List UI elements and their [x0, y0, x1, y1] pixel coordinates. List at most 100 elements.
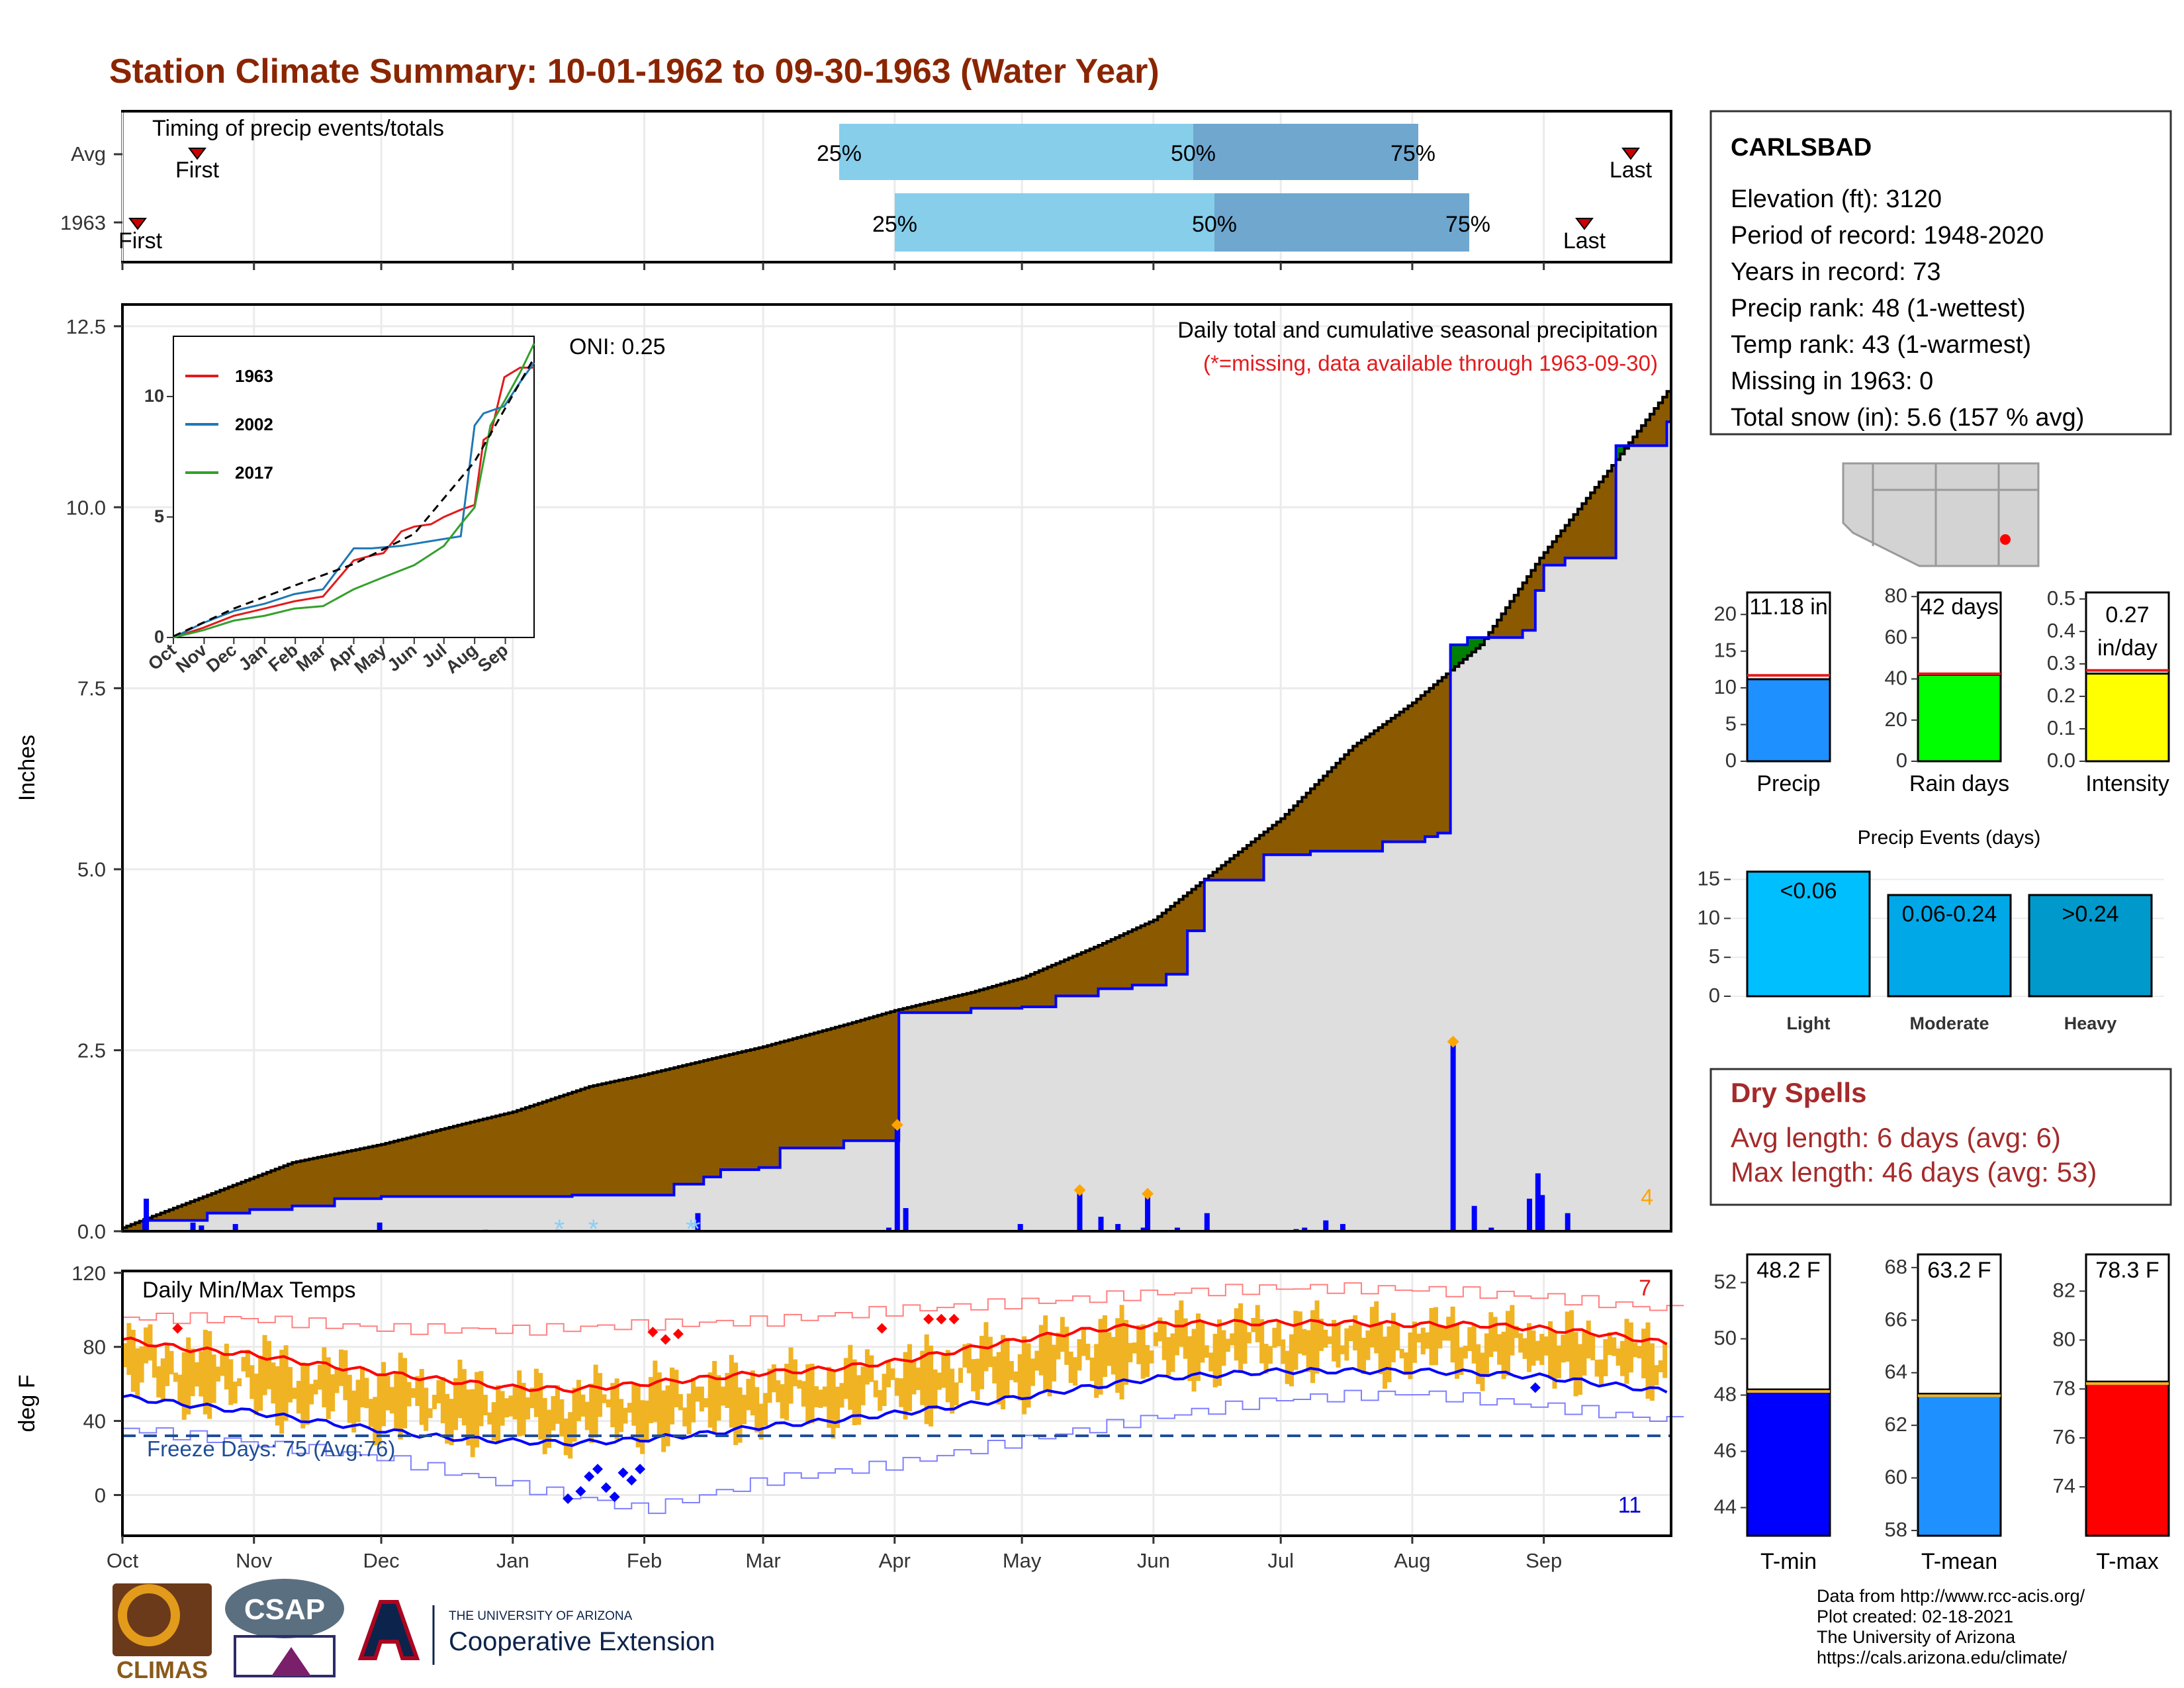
daily-temp-bar	[776, 1380, 781, 1403]
daily-temp-bar	[852, 1359, 857, 1425]
daily-temp-bar	[1208, 1352, 1214, 1372]
temp-summary-value: 78.3 F	[2095, 1258, 2159, 1283]
daily-temp-bar	[432, 1395, 437, 1409]
daily-precip-bar	[1535, 1173, 1541, 1231]
daily-precip-bar	[1174, 1227, 1180, 1231]
daily-temp-bar	[355, 1380, 361, 1423]
avg-max-line	[122, 1319, 1668, 1393]
daily-temp-bar	[1374, 1301, 1379, 1354]
daily-temp-bar	[1531, 1330, 1536, 1366]
daily-temp-bar	[822, 1386, 827, 1407]
temp-panel: 0 40 80 120 deg F Daily Min/Max Temps Freez…	[15, 1262, 1684, 1572]
daily-temp-bar	[686, 1393, 692, 1434]
temp-summary-ytick-label: 82	[2053, 1278, 2075, 1301]
timing-row-avg-label: Avg	[71, 142, 106, 165]
record-high-marker	[660, 1334, 671, 1345]
daily-temp-bar	[992, 1356, 997, 1383]
temp-summary-ytick-label: 46	[1714, 1439, 1737, 1462]
daily-precip-bar	[1204, 1213, 1210, 1231]
daily-temp-bar	[1594, 1360, 1600, 1377]
precip-ytick-label: 10.0	[66, 496, 106, 519]
summary-ytick-label: 20	[1885, 708, 1907, 731]
daily-temp-bar	[313, 1380, 318, 1395]
daily-temp-bar	[1577, 1344, 1582, 1395]
daily-temp-bar	[1323, 1329, 1328, 1348]
events-bar-moderate	[1887, 894, 2012, 998]
daily-temp-bar	[122, 1343, 128, 1368]
temp-summary-ytick-label: 48	[1714, 1383, 1737, 1406]
record-low-marker	[609, 1491, 620, 1503]
daily-temp-bar	[653, 1360, 658, 1423]
precip-ytick-label: 7.5	[77, 677, 106, 700]
daily-temp-bar	[360, 1366, 365, 1408]
precip-corner-count: 4	[1641, 1185, 1653, 1210]
daily-temp-bar	[428, 1408, 433, 1419]
daily-temp-bar	[508, 1395, 514, 1417]
timing-avg-first: First	[175, 158, 220, 183]
daily-temp-bar	[491, 1402, 496, 1441]
temp-summary-ytick-label: 66	[1885, 1307, 1907, 1331]
temp-summary-ytick-label: 78	[2053, 1376, 2075, 1399]
daily-temp-bar	[936, 1372, 942, 1390]
daily-temp-bar	[1416, 1333, 1422, 1343]
footer-line-4: https://cals.arizona.edu/climate/	[1817, 1648, 2068, 1667]
daily-temp-bar	[971, 1359, 976, 1391]
daily-temp-bar	[1628, 1322, 1633, 1373]
daily-temp-bar	[1353, 1315, 1358, 1351]
daily-temp-bar	[1115, 1318, 1120, 1393]
station-elevation: Elevation (ft): 3120	[1731, 185, 1942, 213]
daily-temp-bar	[670, 1367, 675, 1425]
daily-temp-bar	[475, 1372, 480, 1448]
events-ytick-label: 0	[1709, 984, 1720, 1007]
daily-temp-bar	[1412, 1321, 1417, 1363]
daily-temp-bar	[1471, 1325, 1477, 1364]
daily-temp-bar	[750, 1370, 755, 1416]
daily-temp-bar	[580, 1394, 586, 1417]
deficit-area-brown	[122, 391, 1671, 1231]
daily-temp-bar	[181, 1352, 187, 1420]
daily-temp-bar	[835, 1386, 841, 1429]
summary-value-unit: in/day	[2097, 635, 2158, 661]
daily-temp-bar	[1204, 1345, 1209, 1358]
daily-temp-bar	[1136, 1325, 1142, 1364]
daily-temp-bar	[843, 1358, 848, 1399]
daily-temp-bar	[559, 1399, 565, 1437]
daily-temp-bar	[1060, 1317, 1065, 1352]
summary-label: Rain days	[1909, 771, 2009, 796]
daily-temp-bar	[1420, 1327, 1426, 1355]
daily-temp-bar	[1145, 1344, 1150, 1378]
daily-precip-bar	[1340, 1224, 1345, 1231]
daily-temp-bar	[207, 1331, 212, 1419]
daily-temp-bar	[126, 1323, 132, 1375]
daily-temp-bar	[598, 1373, 603, 1417]
daily-temp-bar	[445, 1393, 450, 1444]
daily-temp-bar	[470, 1389, 475, 1458]
record-max-line	[122, 1282, 1684, 1336]
summary-ytick-label: 0.3	[2047, 651, 2075, 675]
daily-temp-bar	[410, 1388, 416, 1398]
station-snow: Total snow (in): 5.6 (157 % avg)	[1731, 404, 2084, 432]
daily-temp-bar	[1539, 1334, 1545, 1365]
daily-temp-bar	[1238, 1303, 1244, 1372]
station-temp-rank: Temp rank: 43 (1-warmest)	[1731, 331, 2031, 359]
daily-temp-bar	[1369, 1307, 1375, 1348]
daily-temp-bar	[373, 1397, 378, 1446]
daily-temp-bar	[1455, 1324, 1460, 1379]
daily-temp-bar	[623, 1407, 628, 1424]
daily-temp-bar	[529, 1387, 535, 1409]
temp-summary-ytick-label: 68	[1885, 1255, 1907, 1278]
temp-summary-value: 63.2 F	[1927, 1258, 1991, 1283]
locator-map	[1842, 462, 2040, 567]
daily-temp-bar	[1195, 1313, 1201, 1382]
record-low-marker	[617, 1467, 629, 1478]
daily-temp-bar	[1302, 1329, 1307, 1356]
daily-temp-bar	[389, 1387, 394, 1414]
record-high-marker	[948, 1313, 960, 1325]
timing-1963-last: Last	[1563, 228, 1606, 254]
daily-temp-bar	[801, 1381, 806, 1407]
precip-subtitle: Daily total and cumulative seasonal prec…	[1177, 318, 1658, 343]
summary-ytick-label: 0.2	[2047, 684, 2075, 707]
daily-temp-bar	[1599, 1359, 1604, 1387]
daily-temp-bar	[304, 1364, 310, 1425]
daily-temp-bar	[275, 1366, 280, 1426]
